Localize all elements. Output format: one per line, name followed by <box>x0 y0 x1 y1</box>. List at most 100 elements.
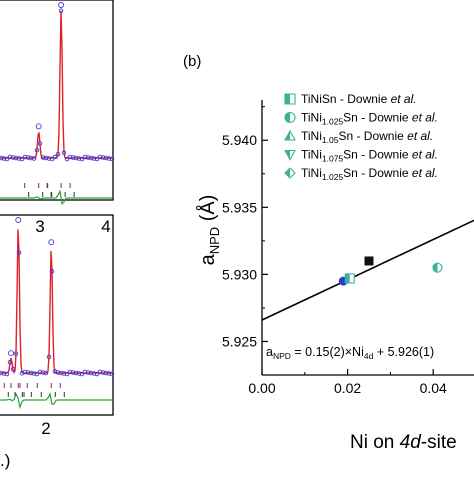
y-axis-label-main: a <box>197 253 219 265</box>
x-axis-label-fragment: .) <box>0 451 10 470</box>
legend-marker <box>284 149 296 161</box>
equation-mid: = 0.15(2)×Ni <box>291 345 364 359</box>
observed-point <box>82 154 88 160</box>
fit-line-group <box>261 219 474 321</box>
observed-point <box>76 371 82 376</box>
x-tick-label: 3 <box>35 217 44 236</box>
legend-marker-fill <box>285 168 290 178</box>
observed-point <box>52 154 58 160</box>
observed-point <box>109 156 115 162</box>
x-tick-label: 4 <box>101 217 110 236</box>
y-tick-label: 5.940 <box>222 132 257 148</box>
observed-point <box>106 156 112 161</box>
legend-marker <box>284 111 296 124</box>
observed-point <box>88 155 94 161</box>
data-point <box>432 262 443 273</box>
observed-peak-top <box>48 239 55 246</box>
panel-a-top: 3 4 <box>0 0 115 236</box>
observed-point <box>16 156 22 161</box>
observed-point <box>61 371 67 376</box>
equation-lhs-sub: NPD <box>273 351 291 361</box>
legend-entry-label: TiNi1.025Sn - Downie et al. <box>301 166 438 182</box>
panel-a-bottom: 2 .) <box>0 214 115 470</box>
legend-entry-label: TiNi1.05Sn - Downie et al. <box>301 129 433 145</box>
observed-point <box>40 155 46 160</box>
observed-point <box>43 155 49 161</box>
observed-point <box>55 151 61 157</box>
observed-point <box>31 371 37 376</box>
observed-point <box>1 156 7 161</box>
panel-b: (b) 5.925 5.930 5.935 5.940 0.00 0.02 0.04 TiN… <box>183 53 474 453</box>
y-tick-label: 5.935 <box>222 199 257 215</box>
observed-point <box>76 156 82 161</box>
equation-rhs: + 5.926(1) <box>373 345 434 359</box>
data-point <box>344 273 355 284</box>
observed-point <box>10 155 16 160</box>
observed-point <box>10 367 16 372</box>
observed-point <box>103 155 109 161</box>
observed-point <box>22 369 28 375</box>
observed-point <box>70 155 76 160</box>
panel-a-top-frame <box>0 0 114 201</box>
panel-a-bottom-frame <box>0 214 114 416</box>
observed-point <box>16 250 22 255</box>
data-point-fill <box>345 273 350 283</box>
observed-point <box>49 269 55 274</box>
fit-line <box>261 219 474 321</box>
observed-point <box>94 156 100 162</box>
observed-point <box>109 371 115 377</box>
calculated-profile <box>0 229 112 374</box>
calculated-profile <box>0 10 112 159</box>
x-axis-label-post: -site <box>421 432 457 453</box>
observed-peak-top <box>58 2 65 8</box>
observed-point <box>82 369 88 375</box>
observed-point <box>91 371 97 376</box>
x-tick-label: 0.04 <box>420 380 447 396</box>
observed-point <box>55 370 61 375</box>
observed-point <box>100 370 106 375</box>
observed-point <box>67 154 73 160</box>
y-axis-label: aNPD (Å) <box>196 195 222 266</box>
x-axis-label-pre: Ni on <box>350 432 400 453</box>
observed-point <box>64 156 70 162</box>
observed-point <box>28 370 34 376</box>
observed-point <box>13 155 19 161</box>
y-tick-label: 5.930 <box>222 266 257 282</box>
observed-peak-top <box>15 217 22 223</box>
observed-point <box>94 371 100 377</box>
data-point-dot <box>364 256 374 266</box>
observed-point <box>73 155 79 161</box>
observed-point <box>91 156 97 161</box>
observed-point <box>7 154 13 160</box>
data-point <box>364 256 374 266</box>
y-tick-label: 5.925 <box>222 333 257 349</box>
data-points <box>338 256 443 286</box>
legend-marker-fill <box>285 150 290 160</box>
observed-point <box>1 371 7 376</box>
observed-point <box>49 156 55 162</box>
observed-point <box>79 156 85 162</box>
observed-point <box>0 370 4 376</box>
legend-entry-label: TiNi1.025Sn - Downie et al. <box>301 111 438 127</box>
legend-marker-fill <box>285 112 290 123</box>
difference-profile <box>0 392 112 410</box>
observed-point <box>73 370 79 376</box>
observed-peak-top <box>35 123 42 130</box>
observed-point <box>58 370 64 376</box>
y-axis-label-unit: (Å) <box>196 195 219 227</box>
x-axis-label: Ni on 4d-site <box>350 432 457 453</box>
observed-point <box>40 370 46 375</box>
fit-equation: aNPD = 0.15(2)×Ni4d + 5.926(1) <box>266 345 434 361</box>
observed-point <box>97 154 103 160</box>
observed-point <box>67 369 73 375</box>
observed-point <box>85 155 91 160</box>
data-point-fill <box>432 263 438 273</box>
legend-marker <box>284 129 296 141</box>
x-axis-label-italic: 4d <box>400 432 423 453</box>
observed-point <box>46 156 52 161</box>
legend-entry-label: TiNi1.075Sn - Downie et al. <box>301 148 438 164</box>
equation-mid-sub: 4d <box>364 351 374 361</box>
observed-point <box>22 154 28 160</box>
